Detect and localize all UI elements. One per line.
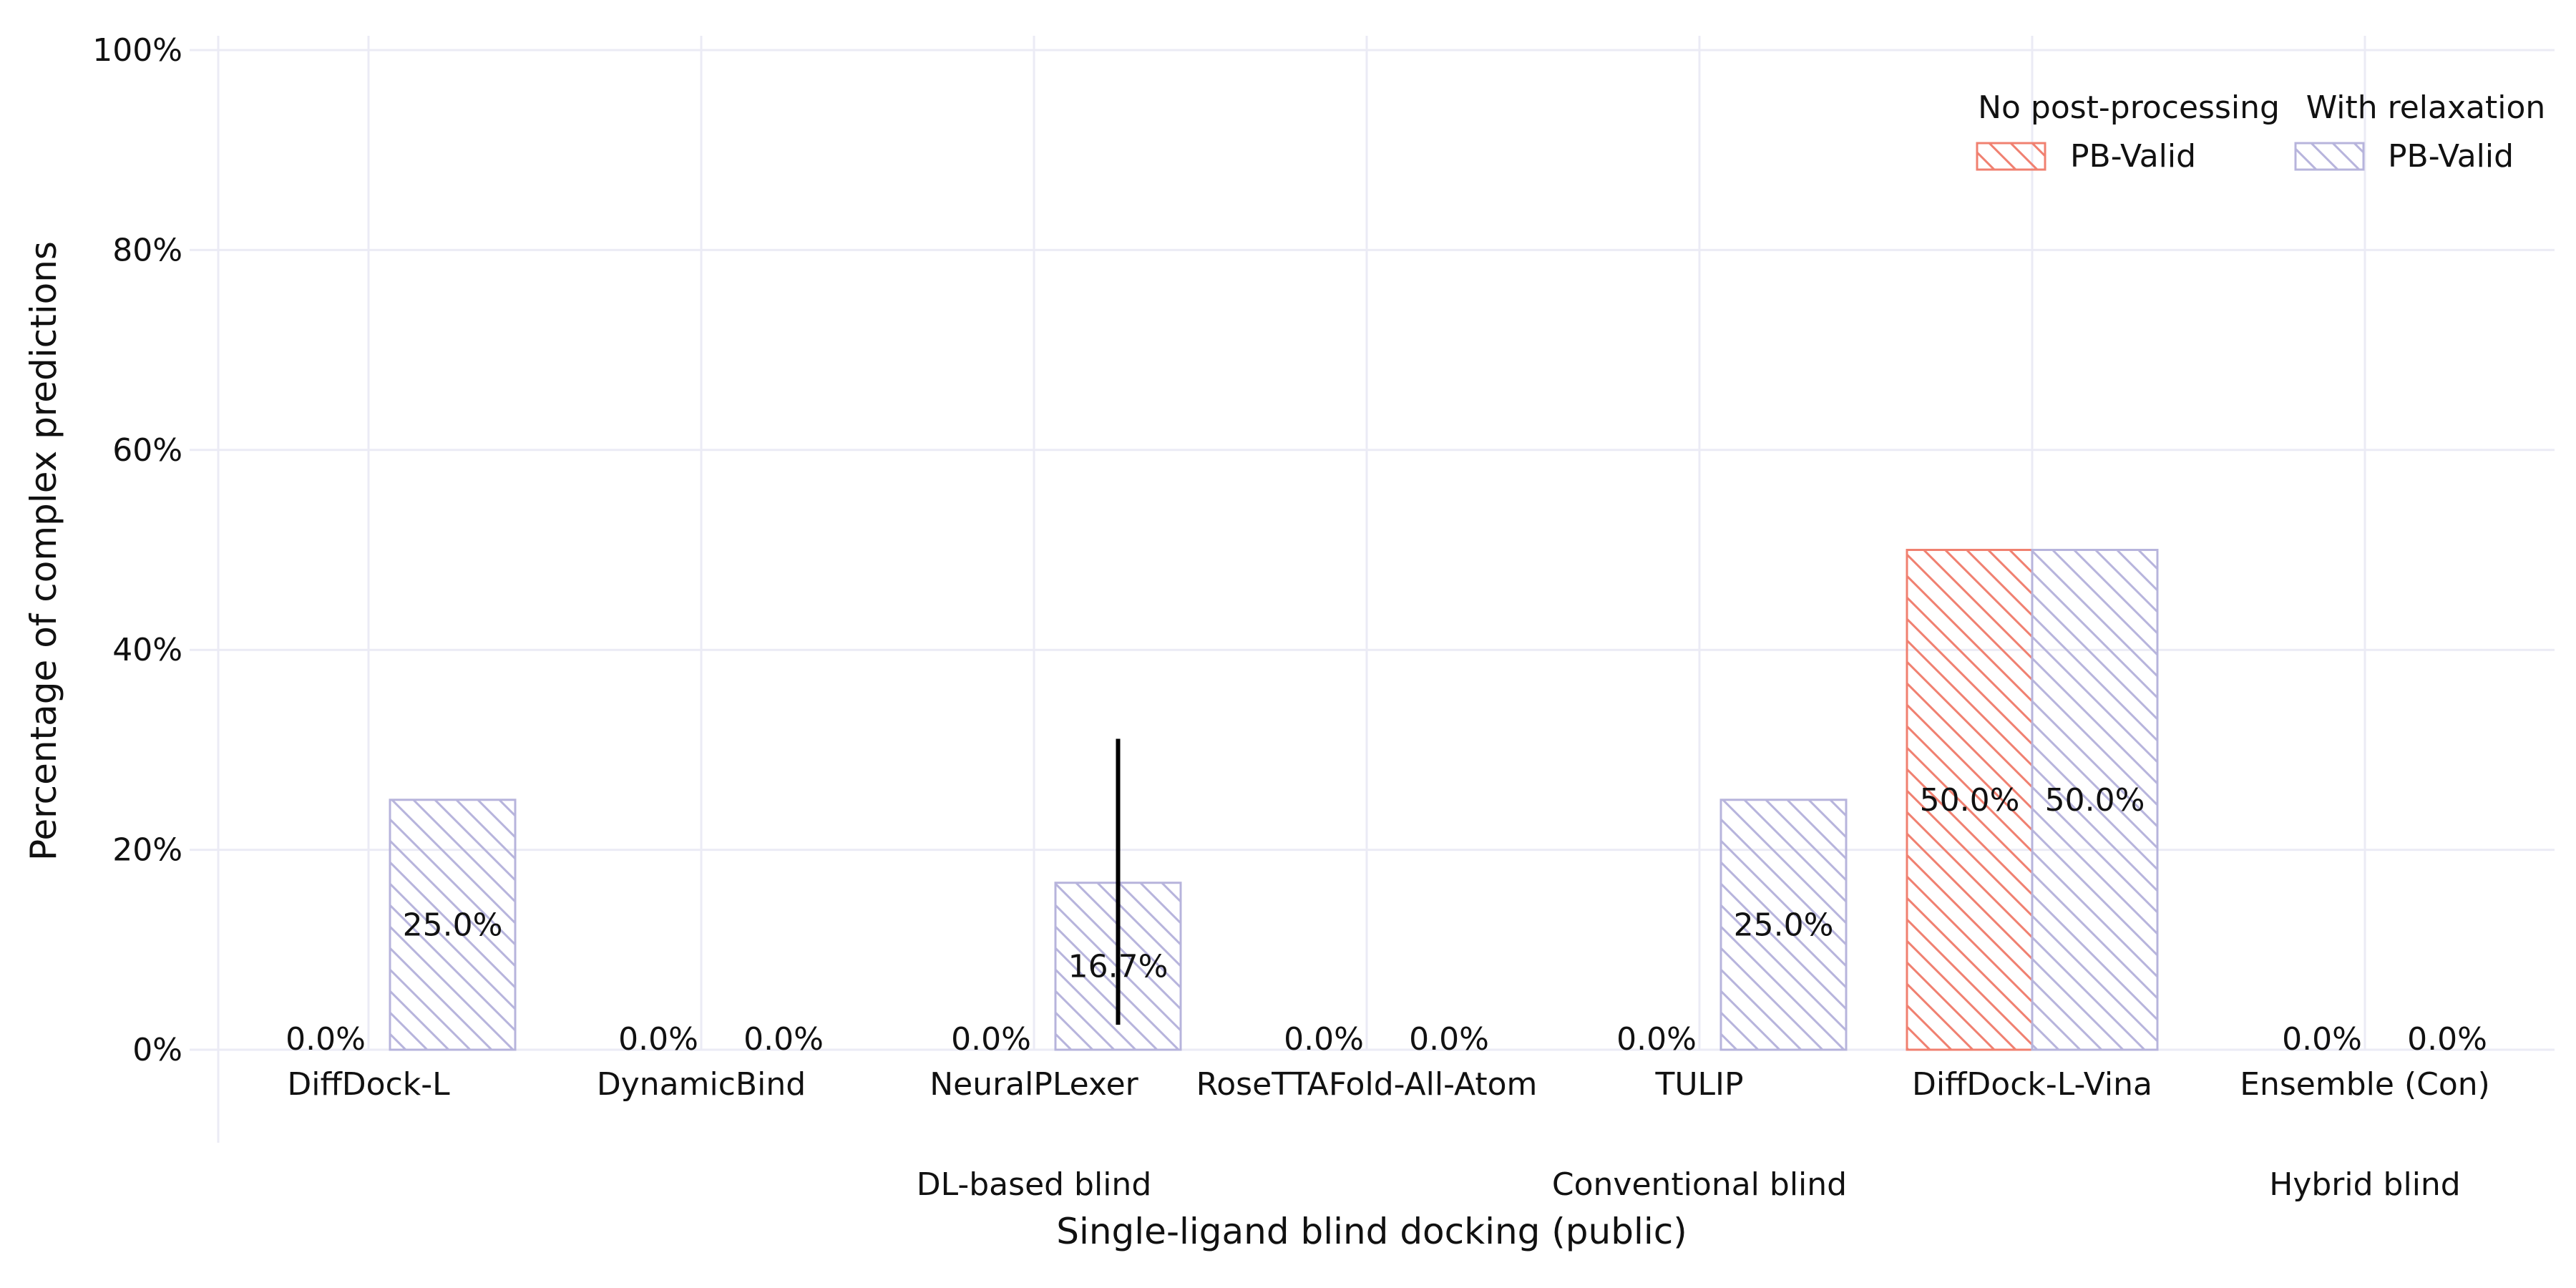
bar-value-label: 0.0% [1409,1021,1489,1058]
bar-value-label: 16.7% [1068,948,1169,985]
y-tick-label: 60% [112,432,182,469]
bar-value-label: 50.0% [1920,782,2020,819]
bar-value-label: 25.0% [1734,907,1834,943]
x-tick-label: DynamicBind [597,1066,806,1103]
x-tick-label: RoseTTAFold-All-Atom [1196,1066,1538,1103]
bar-value-label: 0.0% [743,1021,824,1058]
bar-value-label: 0.0% [2282,1021,2362,1058]
x-tick-label: DiffDock-L-Vina [1912,1066,2152,1103]
legend-label: PB-Valid [2070,138,2196,175]
group-label: Conventional blind [1552,1166,1847,1203]
bar-value-label: 50.0% [2045,782,2145,819]
bar [1719,799,1848,1051]
bar-value-label: 0.0% [286,1021,366,1058]
x-tick-label: NeuralPLexer [930,1066,1138,1103]
bar-value-label: 0.0% [2407,1021,2487,1058]
x-tick-label: DiffDock-L [287,1066,450,1103]
y-tick-label: 20% [112,832,182,869]
bar [389,799,517,1051]
legend-swatch [2294,142,2365,171]
x-tick-label: TULIP [1654,1066,1743,1103]
bar [2031,549,2159,1051]
bar-value-label: 0.0% [618,1021,698,1058]
y-tick-label: 100% [92,32,182,69]
legend-label: PB-Valid [2388,138,2514,175]
legend-swatch [1976,142,2046,171]
bar-value-label: 0.0% [1616,1021,1697,1058]
x-tick-label: Ensemble (Con) [2240,1066,2490,1103]
bar-value-label: 25.0% [403,907,503,943]
bar-value-label: 0.0% [1284,1021,1364,1058]
bar-value-label: 0.0% [951,1021,1031,1058]
y-tick-label: 40% [112,632,182,668]
legend-header: With relaxation [2306,89,2546,126]
y-axis-label: Percentage of complex predictions [23,241,64,861]
group-label: DL-based blind [917,1166,1152,1203]
legend-header: No post-processing [1978,89,2280,126]
group-label: Hybrid blind [2269,1166,2460,1203]
x-axis-label: Single-ligand blind docking (public) [1056,1211,1687,1252]
y-tick-label: 80% [112,232,182,268]
y-tick-label: 0% [132,1032,182,1068]
